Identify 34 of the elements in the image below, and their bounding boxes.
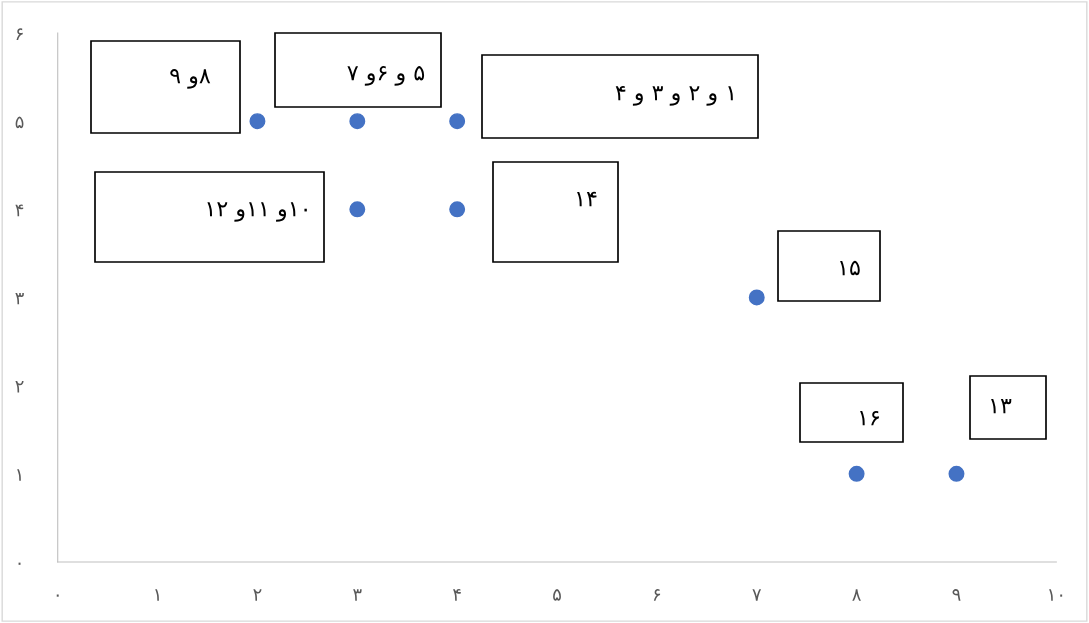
x-tick-label: ۴ (453, 589, 461, 601)
x-tick-label: ۲ (253, 589, 262, 601)
annotation: ۱۴ (577, 191, 597, 207)
annotation: ۱۳ (991, 399, 1012, 414)
annotation: ۴ و ۳ و ۲ و ۱ (615, 86, 733, 106)
annotation: ۹ و۸ (170, 69, 211, 89)
point (449, 113, 466, 130)
x-tick-label: ۱ (155, 589, 159, 601)
point (948, 465, 965, 482)
point (748, 289, 765, 306)
y-tick-label: ۶ (16, 28, 23, 40)
x-tick-label: ۳ (353, 589, 362, 601)
annotation: ۱۵ (840, 260, 860, 276)
x-tick-label: ۸ (852, 589, 861, 601)
x-tick-label: ۵ (553, 589, 561, 601)
point (848, 465, 865, 482)
y-tick-label: ۴ (15, 204, 24, 217)
x-tick-label: ۶ (653, 589, 661, 601)
x-tick-label: ۹ (952, 589, 961, 601)
y-tick-label: ۰ (18, 562, 21, 565)
x-tick-label: ۷ (752, 589, 762, 601)
point (249, 113, 266, 130)
point (449, 201, 466, 218)
point (349, 113, 366, 130)
x-tick-label: ۰ (56, 594, 59, 597)
annotation: ۱۶ (860, 410, 879, 426)
annotation: ۱۲ و۱۱ و۱۰ (207, 202, 307, 222)
annotation: ۷ و۶ و ۵ (347, 66, 425, 86)
y-tick-label: ۳ (15, 292, 24, 305)
y-tick-label: ۲ (15, 381, 24, 393)
y-tick-label: ۱ (17, 469, 21, 481)
point (349, 201, 366, 218)
y-tick-label: ۵ (15, 116, 24, 129)
x-tick-label: ۱۰ (1049, 589, 1063, 601)
